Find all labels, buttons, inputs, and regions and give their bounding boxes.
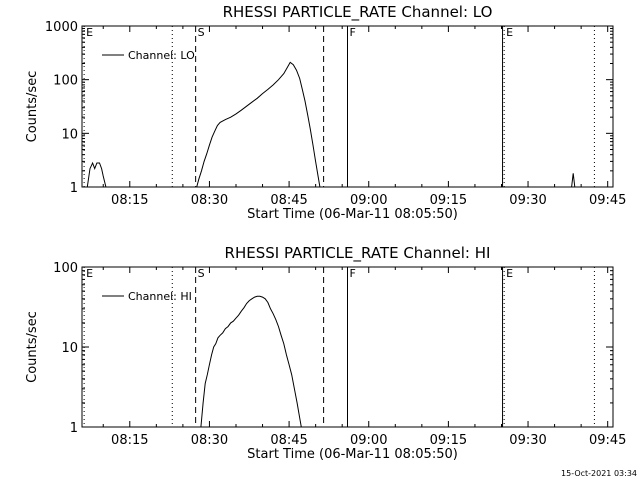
event-marker-label: S <box>198 26 205 39</box>
event-marker-label: E <box>506 26 513 39</box>
y-tick-label: 100 <box>53 74 78 89</box>
y-tick-label: 10 <box>61 341 78 356</box>
event-marker-label: S <box>198 267 205 280</box>
x-axis-label: Start Time (06-Mar-11 08:05:50) <box>247 447 458 462</box>
chart-title: RHESSI PARTICLE_RATE Channel: LO <box>223 3 493 22</box>
x-tick-label: 09:00 <box>350 193 387 208</box>
x-tick-label: 09:30 <box>509 193 546 208</box>
x-axis-label: Start Time (06-Mar-11 08:05:50) <box>247 207 458 222</box>
y-tick-label: 1000 <box>45 20 78 35</box>
x-tick-label: 09:15 <box>430 433 467 448</box>
y-axis-label: Counts/sec <box>25 71 40 143</box>
y-axis-label: Counts/sec <box>25 311 40 383</box>
series-line <box>200 295 302 427</box>
x-tick-label: 09:30 <box>509 433 546 448</box>
chart-title: RHESSI PARTICLE_RATE Channel: HI <box>225 244 491 263</box>
x-tick-label: 08:45 <box>270 193 307 208</box>
panel-lo: RHESSI PARTICLE_RATE Channel: LO E S F E 08:1… <box>25 3 626 222</box>
x-tick-label: 09:45 <box>589 193 626 208</box>
panel-hi: RHESSI PARTICLE_RATE Channel: HI E S F E 08:1… <box>25 244 626 462</box>
x-tick-label: 08:30 <box>191 433 228 448</box>
legend-label: Channel: LO <box>128 49 195 62</box>
event-marker-label: F <box>350 26 356 39</box>
y-tick-label: 100 <box>53 261 78 276</box>
footer-timestamp: 15-Oct-2021 03:34 <box>561 469 637 478</box>
series-line <box>86 161 109 187</box>
x-tick-label: 09:15 <box>430 193 467 208</box>
event-marker-label: E <box>86 267 93 280</box>
legend-label: Channel: HI <box>128 290 192 303</box>
event-marker-label: F <box>350 267 356 280</box>
x-tick-label: 08:45 <box>270 433 307 448</box>
x-tick-label: 09:00 <box>350 433 387 448</box>
x-tick-label: 09:45 <box>589 433 626 448</box>
x-tick-label: 08:15 <box>111 193 148 208</box>
y-tick-label: 1 <box>70 421 78 436</box>
x-tick-label: 08:30 <box>191 193 228 208</box>
x-tick-label: 08:15 <box>111 433 148 448</box>
event-marker-label: E <box>86 26 93 39</box>
y-tick-label: 1 <box>70 181 78 196</box>
series-line <box>571 173 576 187</box>
series-line <box>196 61 321 187</box>
event-marker-label: E <box>506 267 513 280</box>
y-tick-label: 10 <box>61 127 78 142</box>
